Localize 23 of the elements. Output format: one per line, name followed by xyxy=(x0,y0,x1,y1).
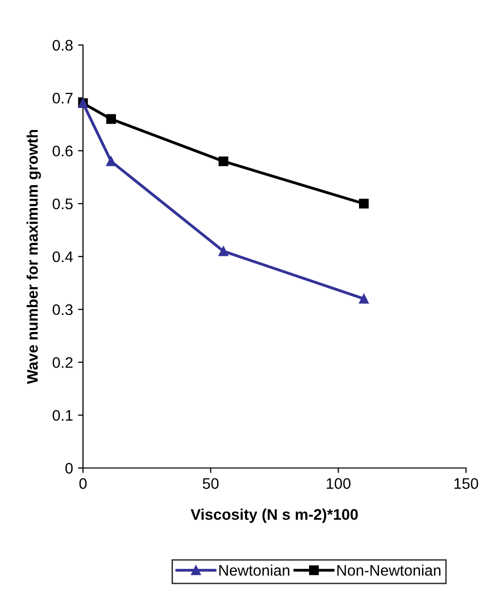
y-tick-label: 0.1 xyxy=(52,410,73,421)
point xyxy=(359,294,369,304)
y-tick-label: 0.6 xyxy=(52,146,73,156)
x-axis-title: Viscosity (N s m-2)*100 xyxy=(190,508,358,523)
y-tick-label: 0 xyxy=(65,462,73,474)
y-tick-label: 0.2 xyxy=(52,357,73,368)
y-tick-label: 0.7 xyxy=(52,92,73,104)
y-axis-title: Wave number for maximum growth xyxy=(26,130,41,384)
y-tick-label: 0.4 xyxy=(52,251,73,262)
y-tick-label: 0.8 xyxy=(52,40,73,51)
x-tick-label: 100 xyxy=(326,478,350,489)
legend-label: Non-Newtonian xyxy=(337,564,440,576)
y-tick-label: 0.3 xyxy=(52,304,73,316)
point xyxy=(359,198,369,208)
x-tick-label: 0 xyxy=(79,478,87,489)
point xyxy=(218,156,228,166)
point xyxy=(106,156,116,166)
x-tick-label: 50 xyxy=(202,478,219,489)
legend-label: Newtonian xyxy=(219,564,290,576)
y-tick-label: 0.5 xyxy=(52,198,73,210)
point xyxy=(218,246,228,256)
point xyxy=(106,114,116,124)
x-tick-label: 150 xyxy=(454,478,478,489)
